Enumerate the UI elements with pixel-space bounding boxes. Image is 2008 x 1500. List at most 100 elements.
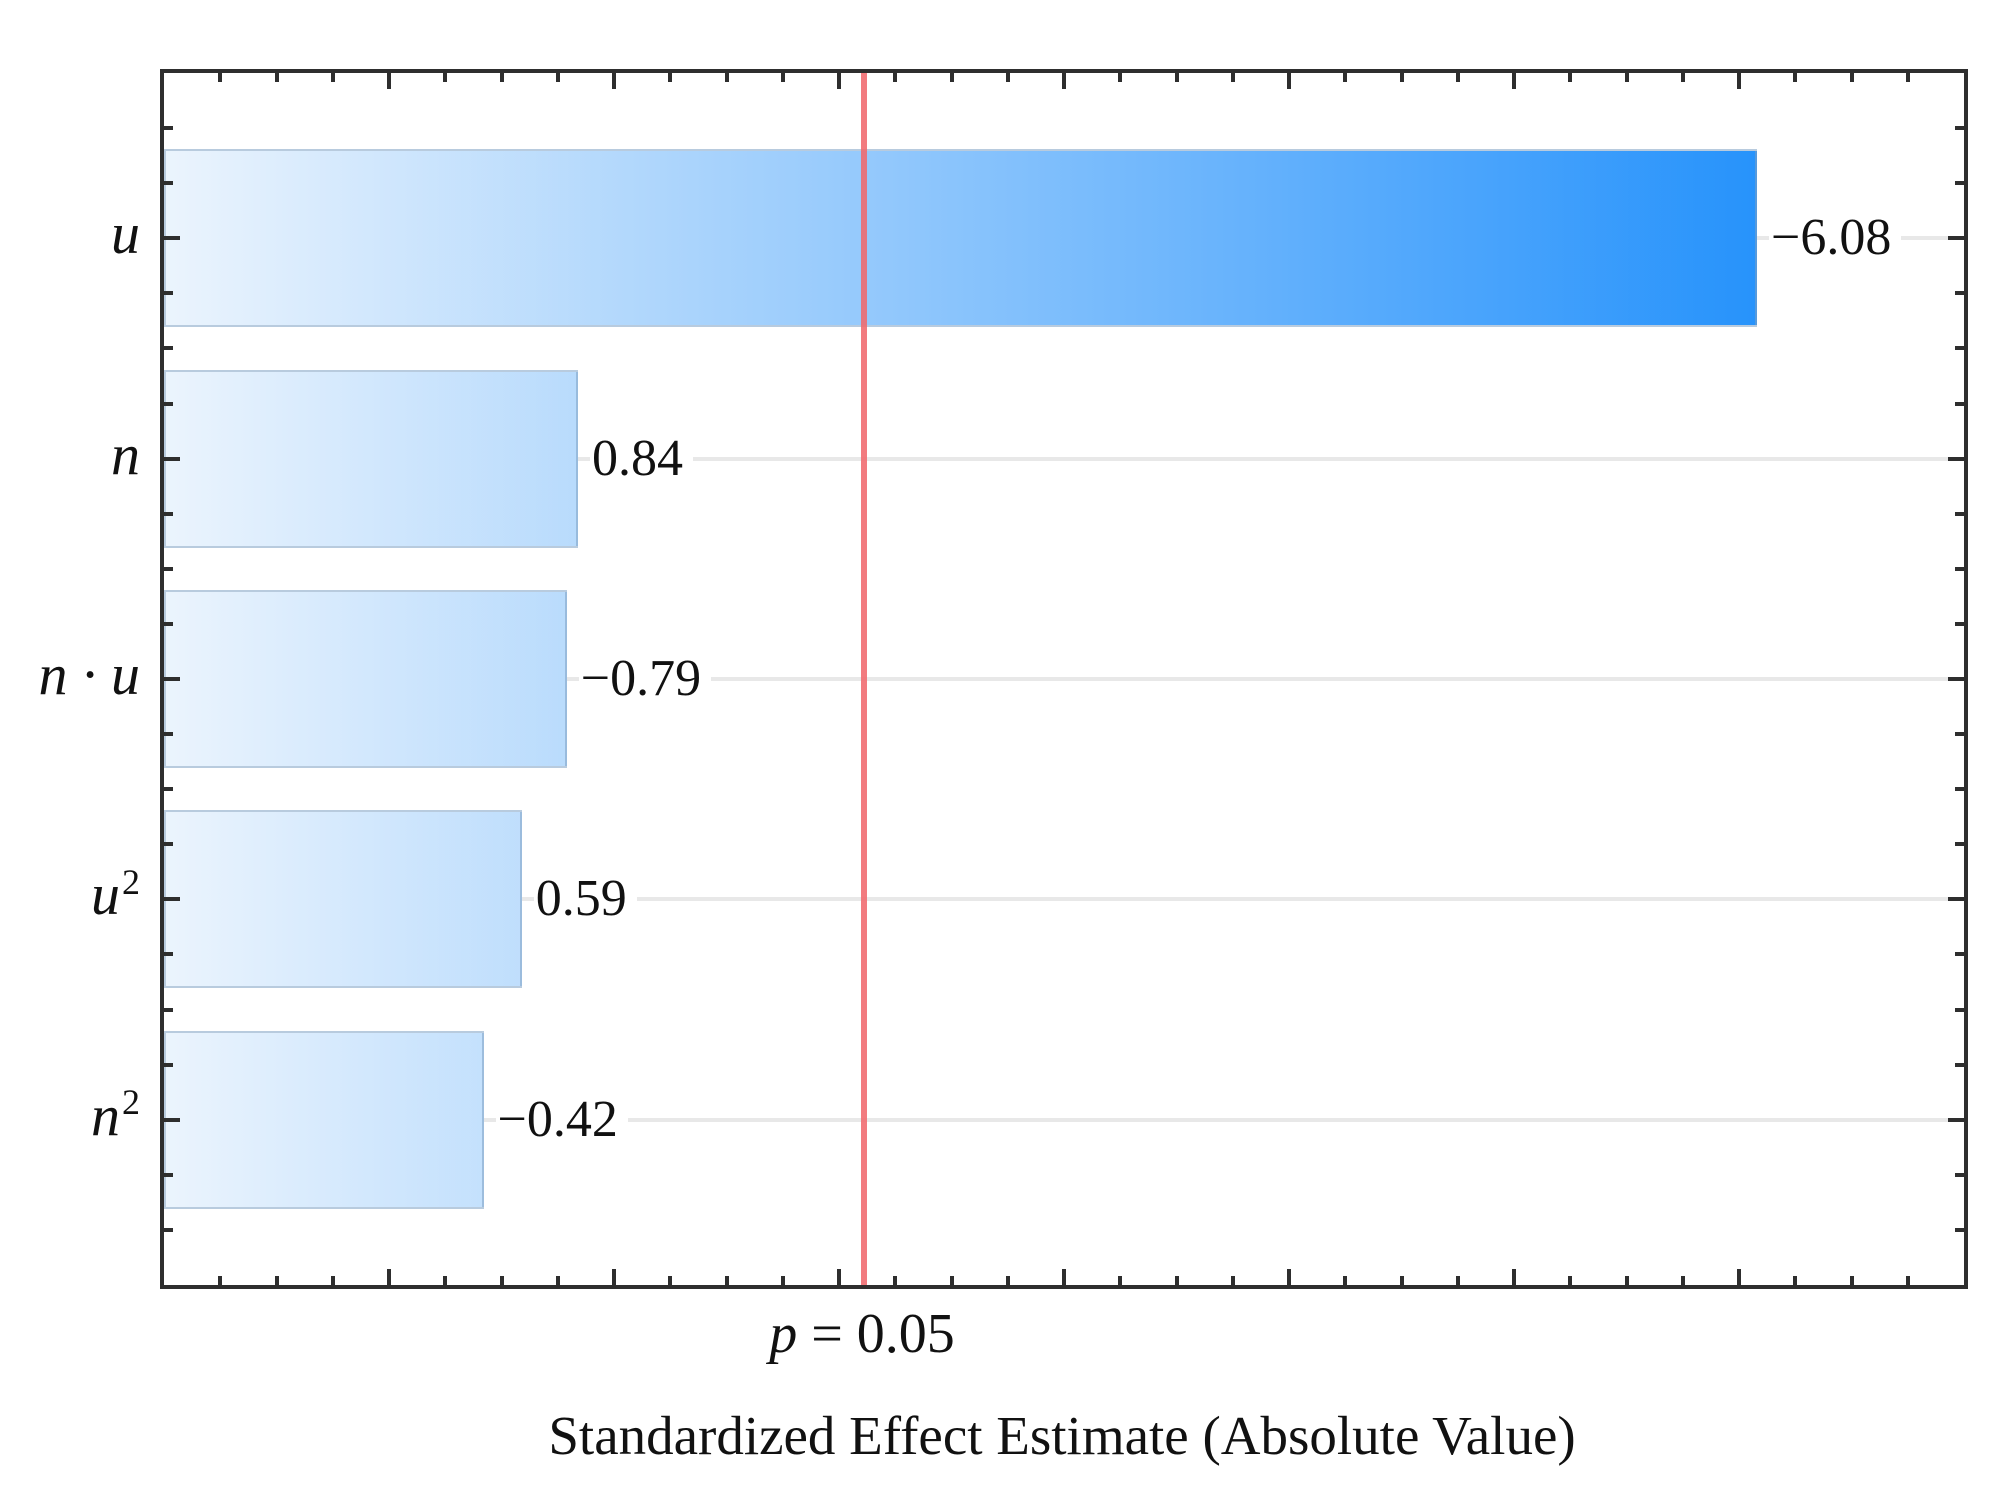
x-tick [443, 73, 448, 82]
y-tick [164, 566, 173, 571]
bar-value-label: −6.08 [1769, 206, 1902, 271]
plot-frame: −6.08 0.84 −0.79 0.59 −0.42 [160, 69, 1968, 1289]
y-tick [164, 401, 173, 406]
x-tick [1737, 73, 1741, 89]
x-tick [837, 73, 841, 89]
x-tick [1399, 1276, 1404, 1285]
x-tick [274, 1276, 279, 1285]
y-tick [1955, 566, 1964, 571]
y-tick [164, 1117, 180, 1122]
y-tick [164, 897, 180, 902]
x-tick [1849, 73, 1854, 82]
x-tick [780, 73, 785, 82]
x-tick [1680, 1276, 1685, 1285]
y-tick [1955, 346, 1964, 351]
y-tick [1948, 1117, 1964, 1122]
x-tick [1343, 73, 1348, 82]
p-symbol: p [769, 1303, 798, 1365]
y-tick [1955, 1062, 1964, 1067]
y-tick [1955, 291, 1964, 296]
y-tick [164, 842, 173, 847]
bar-value-label: 0.59 [533, 867, 637, 932]
category-gridline [521, 897, 1964, 902]
y-tick [164, 787, 173, 792]
y-tick [1955, 1172, 1964, 1177]
category-gridline [483, 1117, 1964, 1122]
bar-u [164, 149, 1757, 328]
x-tick [780, 1276, 785, 1285]
y-tick [164, 291, 173, 296]
x-tick [1174, 73, 1179, 82]
bar-u² [164, 810, 522, 989]
x-tick [1118, 73, 1123, 82]
x-tick [1568, 73, 1573, 82]
x-tick [724, 73, 729, 82]
x-tick [1905, 73, 1910, 82]
y-tick [164, 1227, 173, 1232]
x-tick [893, 73, 898, 82]
y-tick [164, 952, 173, 957]
x-tick [330, 73, 335, 82]
x-tick [1793, 73, 1798, 82]
x-tick [837, 1269, 841, 1285]
x-tick [1005, 1276, 1010, 1285]
bar-n · u [164, 590, 567, 768]
y-tick [1955, 732, 1964, 737]
x-tick [1680, 73, 1685, 82]
y-tick [164, 181, 173, 186]
x-tick [218, 1276, 223, 1285]
x-tick [1287, 1269, 1291, 1285]
y-tick [1948, 897, 1964, 902]
category-gridline [566, 677, 1964, 681]
x-tick [1737, 1269, 1741, 1285]
x-tick [1174, 1276, 1179, 1285]
x-tick [1399, 73, 1404, 82]
bar-value-label: 0.84 [590, 426, 693, 491]
significance-level-label: p = 0.05 [769, 1306, 955, 1362]
x-tick [555, 73, 560, 82]
category-label-1: n [111, 421, 140, 487]
y-tick [1948, 236, 1964, 241]
x-tick [1624, 1276, 1629, 1285]
x-tick [1230, 73, 1235, 82]
x-tick [668, 1276, 673, 1285]
x-tick [1455, 73, 1460, 82]
y-axis-category-labels: u n n · u u2 n2 [0, 69, 141, 1281]
y-tick [164, 126, 173, 131]
x-tick [724, 1276, 729, 1285]
y-tick [164, 621, 173, 626]
y-tick [1955, 1007, 1964, 1012]
category-label-0: u [111, 201, 140, 267]
x-tick [612, 73, 616, 89]
x-tick [1062, 1269, 1066, 1285]
y-tick [1955, 787, 1964, 792]
x-tick [1512, 1269, 1516, 1285]
x-tick [443, 1276, 448, 1285]
y-tick [164, 1007, 173, 1012]
x-tick [499, 73, 504, 82]
y-tick [164, 236, 180, 241]
x-tick [387, 1269, 391, 1285]
x-tick [1905, 1276, 1910, 1285]
x-tick [330, 1276, 335, 1285]
bar-value-label: −0.79 [578, 647, 712, 711]
category-label-2: n · u [38, 642, 141, 707]
y-tick [1955, 952, 1964, 957]
p-value-text: = 0.05 [811, 1303, 955, 1365]
y-tick [164, 1062, 173, 1067]
x-tick [1287, 73, 1291, 89]
plot-area: −6.08 0.84 −0.79 0.59 −0.42 [164, 73, 1964, 1285]
y-tick [1955, 511, 1964, 516]
bar-value-label: −0.42 [495, 1087, 628, 1152]
x-tick [1512, 73, 1516, 89]
x-tick [949, 73, 954, 82]
y-tick [164, 346, 173, 351]
x-tick [1793, 1276, 1798, 1285]
category-label-3: u2 [91, 862, 140, 928]
category-gridline [578, 456, 1964, 461]
y-tick [1955, 1227, 1964, 1232]
y-tick [164, 732, 173, 737]
x-tick [1230, 1276, 1235, 1285]
x-tick [499, 1276, 504, 1285]
